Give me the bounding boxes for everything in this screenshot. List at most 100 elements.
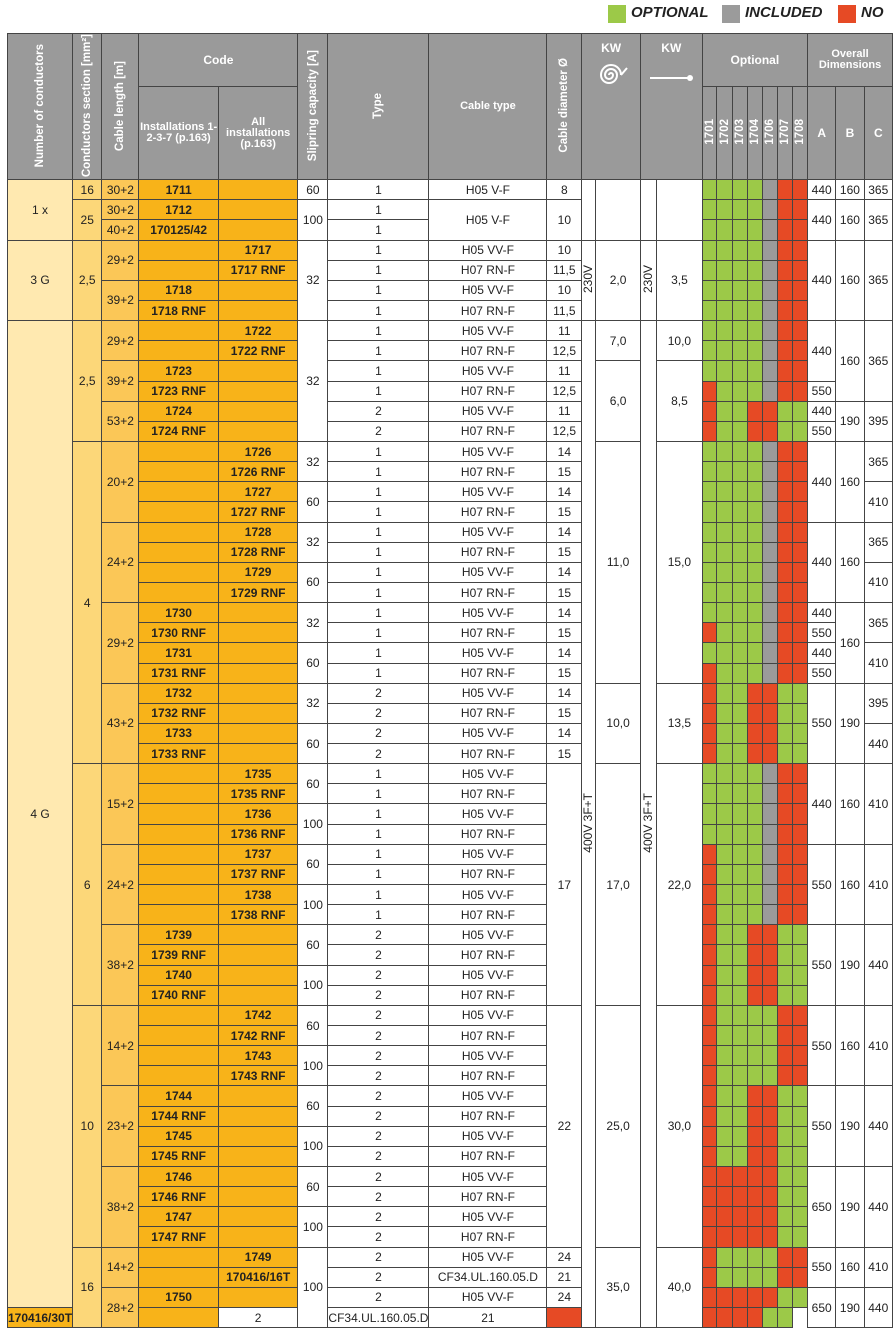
option-flag-1707 (777, 501, 794, 523)
option-flag-1706 (762, 1246, 779, 1268)
option-flag-1704 (746, 340, 764, 362)
cable-type-cell: H05 VV-F (428, 964, 548, 986)
option-flag-1701 (701, 1045, 718, 1067)
type-cell: 1 (327, 501, 430, 523)
option-flag-1707 (777, 420, 794, 442)
option-flag-1702 (716, 863, 733, 886)
option-flag-1702 (716, 400, 733, 422)
optional-swatch (608, 5, 626, 23)
option-flag-1707 (777, 884, 794, 906)
option-flag-1703 (731, 863, 748, 886)
voltage-label: 230V (641, 265, 656, 294)
option-flag-1707 (777, 581, 794, 604)
option-flag-1706 (762, 622, 779, 644)
option-flag-1706 (746, 1306, 764, 1328)
conductors-cell: 1 x (6, 179, 74, 241)
option-flag-1706 (762, 320, 779, 342)
length-cell: 23+2 (101, 1085, 140, 1168)
option-flag-1708 (792, 199, 809, 221)
option-flag-1708 (792, 1145, 809, 1168)
option-flag-1702 (716, 843, 733, 865)
code-b-cell (138, 1306, 219, 1328)
cable-type-cell: H05 VV-F (428, 722, 548, 745)
table-row: 1747 RNF 2 H07 RN-F (8, 1226, 893, 1248)
option-flag-1708 (792, 259, 809, 281)
option-flag-1704 (746, 803, 764, 825)
option-flag-1706 (762, 1166, 779, 1188)
option-flag-1708 (792, 1206, 809, 1228)
cable-type-cell: H07 RN-F (428, 904, 548, 926)
diameter-cell: 10 (546, 239, 583, 261)
dim-a-cell: 550 (807, 662, 837, 684)
code-a-cell (138, 1266, 219, 1288)
option-flag-1704 (746, 622, 764, 644)
cable-type-cell: CF34.UL.160.05.D (327, 1306, 430, 1328)
code-a-cell (138, 763, 219, 785)
option-flag-1707 (777, 219, 794, 241)
option-flag-1704 (746, 863, 764, 886)
type-cell: 1 (327, 662, 430, 684)
option-flag-1703 (731, 682, 748, 704)
option-flag-1708 (792, 1004, 809, 1027)
table-row: 1724 RNF 2 H07 RN-F 12,5 550 (8, 420, 893, 442)
length-cell: 38+2 (101, 1166, 140, 1248)
cable-type-cell: CF34.UL.160.05.D (428, 1266, 548, 1288)
code-b-cell (217, 1085, 299, 1107)
option-flag-1707 (777, 682, 794, 704)
option-flag-1703 (731, 420, 748, 442)
code-a-cell: 1744 (138, 1085, 219, 1107)
diameter-cell: 14 (546, 561, 583, 583)
option-flag-1703 (731, 581, 748, 604)
option-flag-1703 (731, 823, 748, 845)
dim-c-cell: 365 (863, 199, 893, 241)
option-flag-1708 (792, 501, 809, 523)
option-flag-1703 (731, 239, 748, 261)
option-flag-1704 (746, 259, 764, 281)
cable-type-cell: H05 VV-F (428, 1286, 548, 1309)
code-a-cell: 1724 (138, 400, 219, 422)
legend: OPTIONAL INCLUDED NO (0, 0, 893, 28)
cable-type-cell: H07 RN-F (428, 1105, 548, 1127)
cable-type-cell: H05 V-F (428, 199, 548, 241)
kw-cable-cell (656, 179, 703, 241)
option-flag-1704 (746, 581, 764, 604)
diameter-cell: 15 (546, 622, 583, 644)
code-b-cell (217, 1145, 299, 1168)
option-flag-1706 (762, 1004, 779, 1027)
option-flag-1702 (716, 602, 733, 624)
option-flag-1706 (762, 299, 779, 322)
code-b-cell: 1743 (217, 1045, 299, 1067)
option-flag-1707 (777, 1206, 794, 1228)
option-flag-1708 (792, 863, 809, 886)
header-opt-1704: 1704 (746, 86, 764, 181)
code-a-cell: 1730 RNF (138, 622, 219, 644)
table-row: 4 20+2 1726 32 1 H05 VV-F 14 11,0 15,0 440 160 365 (8, 440, 893, 765)
dim-c-cell: 410 (863, 1246, 893, 1288)
option-flag-1703 (731, 924, 748, 946)
option-flag-1704 (746, 1206, 764, 1228)
code-b-cell (217, 219, 299, 241)
option-flag-1701 (701, 1085, 718, 1107)
option-flag-1701 (701, 1125, 718, 1147)
code-a-cell (138, 541, 219, 563)
option-flag-1704 (746, 1125, 764, 1147)
cable-type-cell: H07 RN-F (428, 743, 548, 765)
option-flag-1704 (746, 279, 764, 301)
option-flag-1708 (792, 521, 809, 543)
option-flag-1701 (701, 501, 718, 523)
option-flag-1707 (777, 360, 794, 382)
type-cell: 2 (327, 682, 430, 704)
code-b-cell: 1726 (217, 440, 299, 463)
code-b-cell: 1736 (217, 803, 299, 825)
option-flag-1707 (777, 622, 794, 644)
option-flag-1706 (762, 581, 779, 604)
code-b-cell (217, 1286, 299, 1309)
option-flag-1702 (716, 964, 733, 986)
table-row: 39+2 1723 1 H05 VV-F 11 6,0 8,5 (8, 360, 893, 442)
option-flag-1701 (701, 1266, 718, 1288)
cable-type-cell: H07 RN-F (428, 541, 548, 563)
table-row: 1731 60 1 H05 VV-F 14 440 410 (8, 642, 893, 684)
header-opt-1706: 1706 (762, 86, 779, 181)
slipring-cell: 60 (297, 763, 329, 805)
option-flag-1701 (701, 1004, 718, 1027)
